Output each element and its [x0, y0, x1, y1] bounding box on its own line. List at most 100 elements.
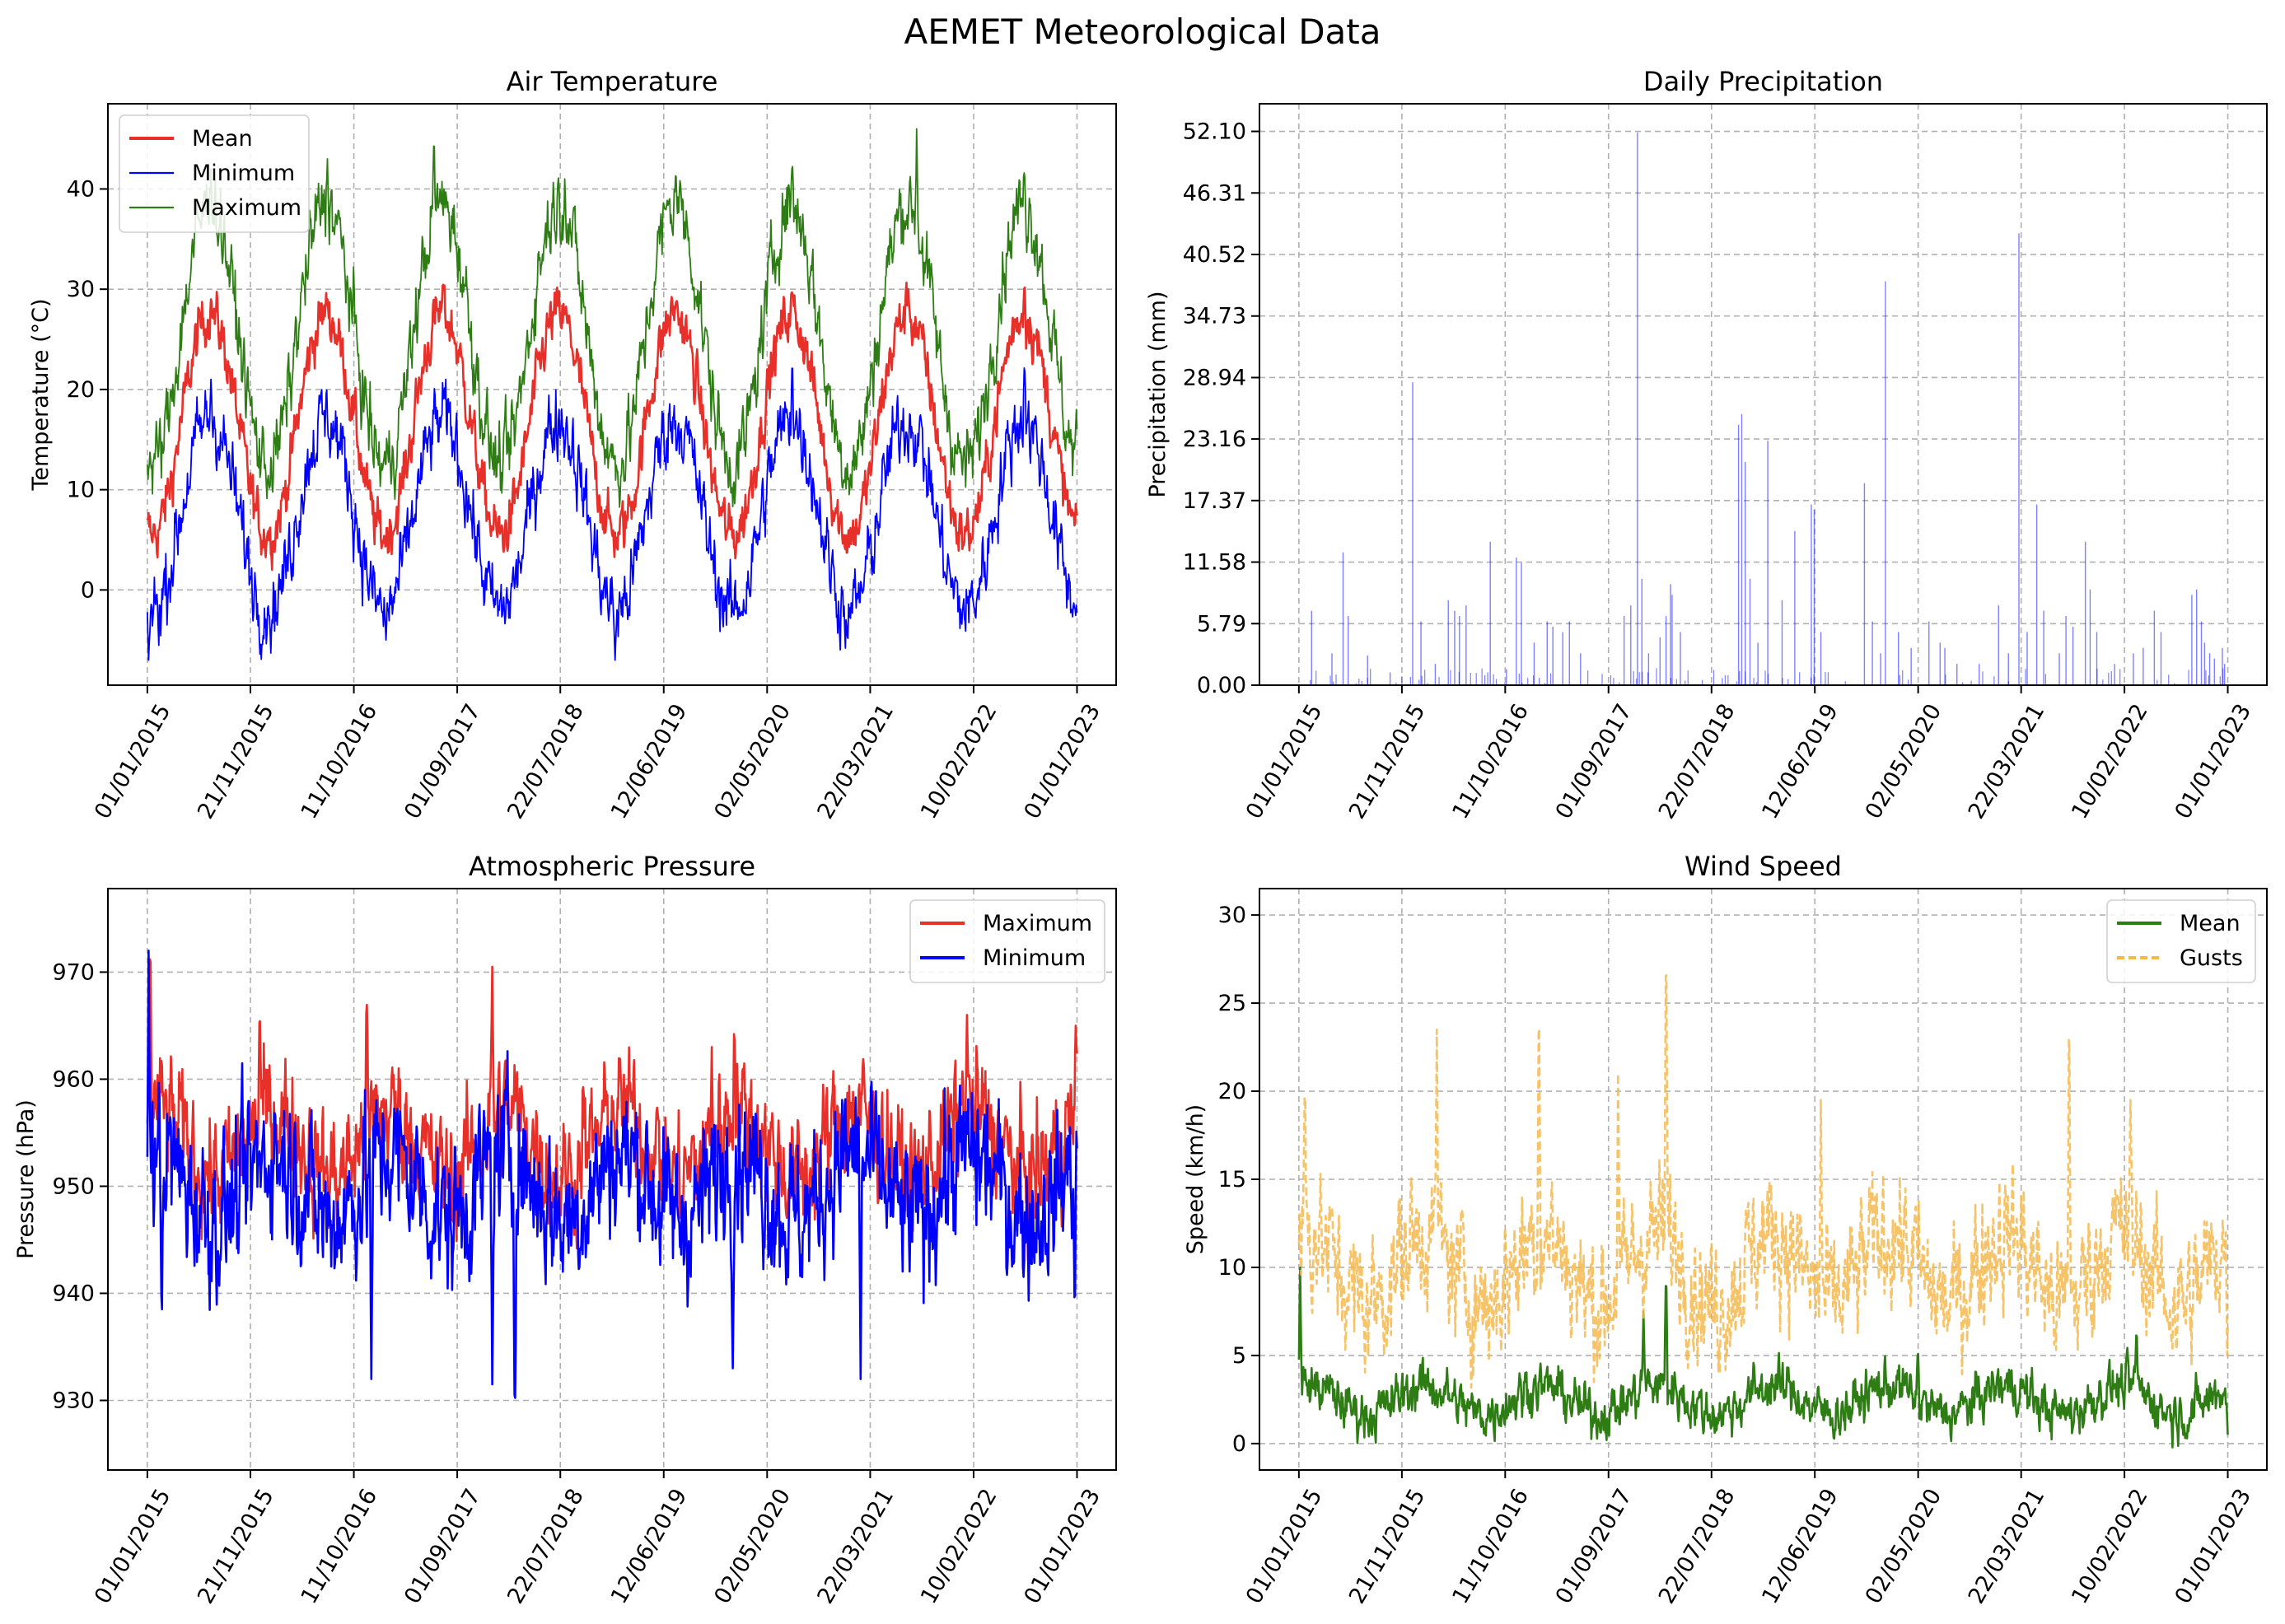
wind-xtick-label: 01/09/2017 — [1551, 1485, 1638, 1608]
pressure-ytick-label: 940 — [52, 1281, 95, 1306]
wind-ytick-label: 5 — [1232, 1343, 1246, 1369]
pressure-xtick-label: 12/06/2019 — [606, 1485, 693, 1608]
temp-ytick-label: 20 — [67, 377, 95, 403]
temp-xtick-label: 12/06/2019 — [606, 700, 693, 824]
temp-xtick-label: 02/05/2020 — [709, 700, 796, 824]
temp-ytick-label: 10 — [67, 478, 95, 503]
pressure-series-minimum-line — [146, 950, 1078, 1399]
temp-panel: 01/01/2015 21/11/2015 11/10/2016 01/09/2017… — [28, 66, 1117, 824]
pressure-xtick-label: 22/03/2021 — [812, 1485, 899, 1608]
precip-xtick-label: 21/11/2015 — [1344, 700, 1431, 824]
wind-xtick-label: 01/01/2015 — [1241, 1485, 1328, 1608]
temp-legend-label: Mean — [192, 126, 253, 152]
temp-legend: Mean Minimum Maximum — [119, 114, 310, 233]
pressure-legend-box — [909, 899, 1105, 983]
precip-xtick-label: 22/07/2018 — [1654, 700, 1741, 824]
wind-xtick-label: 12/06/2019 — [1757, 1485, 1843, 1608]
precip-ytick-label: 0.00 — [1197, 673, 1246, 698]
wind-title: Wind Speed — [1685, 851, 1842, 882]
pressure-ylabel: Pressure (hPa) — [13, 1099, 39, 1259]
precip-ytick-label: 11.58 — [1183, 550, 1246, 576]
precip-xtick-label: 01/09/2017 — [1551, 700, 1638, 824]
precip-grid — [1259, 104, 2267, 686]
precip-ytick-label: 28.94 — [1183, 365, 1246, 390]
wind-legend-box — [2106, 899, 2256, 983]
temp-xtick-label: 10/02/2022 — [916, 700, 1002, 824]
pressure-xtick-label: 21/11/2015 — [193, 1485, 279, 1608]
precip-ylabel: Precipitation (mm) — [1145, 291, 1171, 497]
precip-ytick-label: 17.37 — [1183, 488, 1246, 514]
temp-series-minimum-line — [147, 366, 1078, 661]
temp-legend-label: Maximum — [192, 195, 301, 221]
precip-xtick-label: 22/03/2021 — [1964, 700, 2050, 824]
precip-xtick-label: 10/02/2022 — [2067, 700, 2153, 824]
precip-ytick-label: 23.16 — [1183, 427, 1246, 452]
pressure-legend: Maximum Minimum — [909, 899, 1105, 983]
precip-ytick-label: 40.52 — [1183, 242, 1246, 268]
figure-title: AEMET Meteorological Data — [904, 12, 1381, 52]
precip-data — [1310, 132, 2226, 685]
pressure-title: Atmospheric Pressure — [469, 851, 755, 882]
pressure-data — [146, 950, 1078, 1399]
wind-ytick-label: 10 — [1218, 1255, 1246, 1281]
temp-series-mean-line — [146, 281, 1078, 572]
wind-xtick-label: 21/11/2015 — [1344, 1485, 1431, 1608]
pressure-legend-label: Maximum — [983, 911, 1092, 936]
precip-xtick-label: 11/10/2016 — [1447, 700, 1534, 824]
temp-frame — [107, 103, 1117, 686]
pressure-xtick-label: 01/01/2023 — [1020, 1485, 1106, 1608]
temp-xtick-label: 01/01/2015 — [90, 700, 176, 824]
precip-title: Daily Precipitation — [1643, 66, 1883, 97]
wind-ytick-label: 15 — [1218, 1167, 1246, 1192]
precip-xtick-label: 01/01/2023 — [2171, 700, 2257, 824]
wind-series-mean-line — [1297, 1266, 2229, 1449]
precip-ytick-label: 5.79 — [1197, 611, 1246, 637]
temp-data — [146, 128, 1078, 661]
pressure-xtick-label: 01/01/2015 — [90, 1485, 176, 1608]
pressure-panel: 01/01/2015 21/11/2015 11/10/2016 01/09/2017… — [13, 851, 1117, 1608]
precip-ytick-label: 52.10 — [1183, 119, 1246, 145]
temp-ytick-label: 40 — [67, 176, 95, 202]
wind-ytick-label: 0 — [1232, 1431, 1246, 1457]
precip-ytick-label: 34.73 — [1183, 304, 1246, 329]
wind-legend-label: Mean — [2180, 911, 2241, 936]
temp-title: Air Temperature — [507, 66, 718, 97]
precip-panel: 01/01/2015 21/11/2015 11/10/2016 01/09/2017… — [1145, 66, 2268, 824]
pressure-legend-label: Minimum — [983, 945, 1086, 971]
pressure-ytick-label: 950 — [52, 1174, 95, 1199]
wind-xtick-label: 10/02/2022 — [2067, 1485, 2153, 1608]
wind-legend: Mean Gusts — [2106, 899, 2256, 983]
pressure-ytick-label: 960 — [52, 1066, 95, 1092]
pressure-ytick-label: 970 — [52, 959, 95, 985]
wind-xtick-label: 22/07/2018 — [1654, 1485, 1741, 1608]
pressure-xtick-label: 22/07/2018 — [502, 1485, 589, 1608]
precip-xtick-label: 01/01/2015 — [1241, 700, 1328, 824]
wind-xtick-label: 11/10/2016 — [1447, 1485, 1534, 1608]
pressure-xtick-label: 11/10/2016 — [297, 1485, 383, 1608]
temp-ytick-label: 0 — [81, 577, 95, 603]
precip-frame — [1259, 103, 2268, 686]
wind-grid — [1259, 889, 2267, 1470]
wind-data — [1297, 974, 2229, 1449]
precip-xtick-label: 02/05/2020 — [1861, 700, 1947, 824]
wind-series-gusts-line — [1297, 974, 2229, 1389]
wind-ytick-label: 20 — [1218, 1079, 1246, 1104]
wind-xtick-label: 01/01/2023 — [2171, 1485, 2257, 1608]
temp-ylabel: Temperature (°C) — [28, 298, 54, 491]
wind-panel: 01/01/2015 21/11/2015 11/10/2016 01/09/2017… — [1183, 851, 2268, 1608]
wind-ytick-label: 30 — [1218, 903, 1246, 928]
temp-legend-box — [119, 114, 310, 233]
pressure-ytick-label: 930 — [52, 1388, 95, 1413]
temp-xtick-label: 21/11/2015 — [193, 700, 279, 824]
wind-ylabel: Speed (km/h) — [1183, 1104, 1208, 1254]
temp-series-maximum-line — [147, 128, 1078, 508]
pressure-xtick-label: 10/02/2022 — [916, 1485, 1002, 1608]
temp-xtick-label: 01/09/2017 — [400, 700, 486, 824]
precip-xtick-label: 12/06/2019 — [1757, 700, 1843, 824]
temp-xtick-label: 22/07/2018 — [502, 700, 589, 824]
temp-xtick-label: 01/01/2023 — [1020, 700, 1106, 824]
precip-ytick-label: 46.31 — [1183, 180, 1246, 206]
pressure-frame — [107, 888, 1117, 1471]
